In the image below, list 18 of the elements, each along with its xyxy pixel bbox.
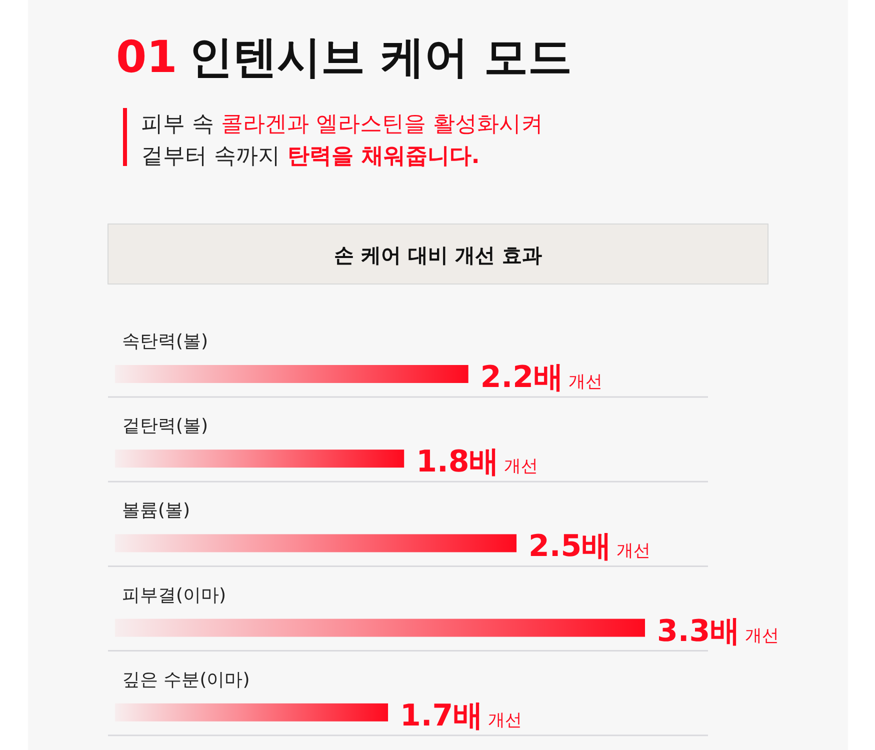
chart-title: 01 인텐시브 케어 모드 bbox=[116, 32, 572, 83]
data-label: 1.7배 개선 bbox=[400, 698, 522, 734]
data-label: 2.2배 개선 bbox=[480, 360, 602, 395]
y-tick-label: 속탄력(볼) bbox=[122, 331, 208, 352]
data-label: 1.8배 개선 bbox=[416, 444, 538, 480]
data-label: 2.5배 개선 bbox=[528, 529, 651, 564]
y-tick-label: 볼륨(볼) bbox=[122, 500, 190, 522]
data-label: 3.3배 개선 bbox=[657, 614, 780, 649]
y-tick-label: 피부결(이마) bbox=[122, 584, 226, 606]
bar bbox=[115, 618, 645, 637]
bar bbox=[115, 534, 517, 552]
bar bbox=[115, 365, 468, 383]
y-tick-label: 겉탄력(볼) bbox=[122, 416, 208, 437]
text: 손 케어 대비 개선 효과 bbox=[334, 243, 542, 267]
text: 피부 속 콜라겐과 엘라스틴을 활성화시켜 겉부터 속까지 탄력을 채워줍니다. bbox=[141, 112, 543, 169]
bar bbox=[115, 703, 388, 722]
bar bbox=[115, 450, 404, 468]
y-tick-label: 깊은 수분(이마) bbox=[122, 669, 250, 690]
